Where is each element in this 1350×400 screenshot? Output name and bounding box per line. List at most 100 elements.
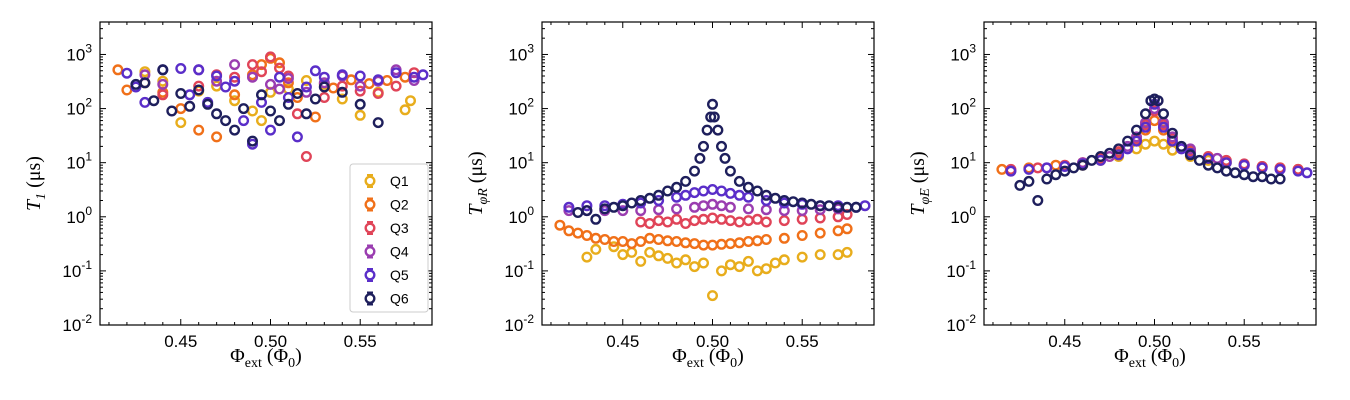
data-point-Q1 xyxy=(698,257,710,269)
data-point-Q6 xyxy=(1211,162,1223,174)
data-point-Q1 xyxy=(796,251,808,263)
series-Q6 xyxy=(130,64,384,147)
data-point-Q6 xyxy=(1032,194,1044,206)
data-point-Q6 xyxy=(318,81,330,93)
data-point-Q3 xyxy=(707,212,719,224)
data-point-Q1 xyxy=(1157,138,1169,150)
data-point-Q5 xyxy=(220,81,232,93)
data-point-Q6 xyxy=(309,93,321,105)
data-point-Q2 xyxy=(345,74,357,86)
data-point-Q2 xyxy=(716,238,728,250)
data-point-Q6 xyxy=(680,175,692,187)
data-point-Q1 xyxy=(707,290,719,302)
data-point-Q1 xyxy=(671,257,683,269)
data-point-Q6 xyxy=(1274,173,1286,185)
data-point-Q3 xyxy=(680,217,692,229)
data-point-Q6 xyxy=(1193,154,1205,166)
data-point-Q2 xyxy=(742,235,754,247)
data-point-Q1 xyxy=(841,246,853,258)
data-point-Q1 xyxy=(617,249,629,261)
data-point-Q2 xyxy=(590,232,602,244)
data-point-Q1 xyxy=(680,254,692,266)
legend-item-Q3: Q3 xyxy=(364,220,409,236)
data-point-Q1 xyxy=(733,261,745,273)
data-point-Q3 xyxy=(372,87,384,99)
data-point-Q6 xyxy=(644,192,656,204)
data-point-Q2 xyxy=(1050,159,1062,171)
data-point-Q3 xyxy=(354,85,366,97)
data-point-Q5 xyxy=(417,69,429,81)
data-point-Q1 xyxy=(246,105,258,117)
data-point-Q2 xyxy=(309,111,321,123)
legend-box xyxy=(349,163,429,313)
data-point-Q6 xyxy=(1256,171,1268,183)
data-point-Q3 xyxy=(751,213,763,225)
data-point-Q5 xyxy=(671,191,683,203)
data-point-Q2 xyxy=(327,82,339,94)
data-point-Q2 xyxy=(626,238,638,250)
data-point-Q6 xyxy=(238,103,250,115)
data-point-Q2 xyxy=(996,163,1008,175)
data-point-Q3 xyxy=(841,208,853,220)
data-point-Q6 xyxy=(1130,124,1142,136)
data-point-Q2 xyxy=(581,229,593,241)
data-point-Q2 xyxy=(399,71,411,83)
data-point-Q6 xyxy=(229,124,241,136)
legend-item-Q4: Q4 xyxy=(364,244,409,260)
data-point-Q6 xyxy=(724,165,736,177)
legend-label: Q4 xyxy=(390,244,409,260)
x-tick-label: 0.55 xyxy=(1228,332,1261,351)
data-point-Q5 xyxy=(121,67,133,79)
data-point-Q4 xyxy=(274,83,286,95)
data-point-Q5 xyxy=(336,69,348,81)
y-tick-label: 100 xyxy=(950,204,976,227)
data-point-Q4 xyxy=(724,201,736,213)
data-point-Q2 xyxy=(211,131,223,143)
legend-marker xyxy=(364,293,376,305)
series-Q2 xyxy=(554,219,853,251)
y-tick-label: 100 xyxy=(66,204,92,227)
data-point-Q3 xyxy=(778,215,790,227)
data-point-Q2 xyxy=(644,232,656,244)
plot-frame xyxy=(541,21,875,326)
data-point-Q5 xyxy=(372,74,384,86)
data-point-Q1 xyxy=(760,263,772,275)
data-point-Q1 xyxy=(399,104,411,116)
data-point-Q2 xyxy=(282,77,294,89)
data-point-Q6 xyxy=(719,152,731,164)
data-point-Q3 xyxy=(1032,162,1044,174)
data-point-Q2 xyxy=(112,64,124,76)
data-point-Q5 xyxy=(390,67,402,79)
data-point-Q5 xyxy=(716,185,728,197)
chart-panel-2: 10-2 10-1 100 101 102 103 0.45 0.50 0.55 Φext (Φ0… xyxy=(465,21,875,371)
data-point-Q6 xyxy=(1104,147,1116,159)
y-tick-label: 10-2 xyxy=(62,312,92,335)
data-point-Q1 xyxy=(689,261,701,273)
data-point-Q2 xyxy=(680,237,692,249)
data-point-Q2 xyxy=(121,84,133,96)
data-point-Q4 xyxy=(698,200,710,212)
y-tick-label: 103 xyxy=(66,41,92,64)
data-point-Q3 xyxy=(265,51,277,63)
data-point-Q5 xyxy=(724,187,736,199)
legend-marker xyxy=(364,198,376,210)
data-point-Q2 xyxy=(1148,115,1160,127)
data-point-Q4 xyxy=(229,59,241,71)
data-point-Q6 xyxy=(590,213,602,225)
y-tick-label: 101 xyxy=(950,150,976,173)
y-tick-label: 101 xyxy=(508,150,534,173)
data-point-Q5 xyxy=(859,200,871,212)
data-point-Q5 xyxy=(1041,162,1053,174)
data-point-Q5 xyxy=(282,91,294,103)
y-tick-label: 102 xyxy=(508,96,534,119)
data-point-Q2 xyxy=(751,235,763,247)
data-point-Q6 xyxy=(850,201,862,213)
x-tick-label: 0.50 xyxy=(696,332,729,351)
data-point-Q6 xyxy=(175,87,187,99)
plot-frame xyxy=(983,21,1317,326)
data-point-Q6 xyxy=(689,165,701,177)
data-point-Q6 xyxy=(336,86,348,98)
data-point-Q5 xyxy=(1023,163,1035,175)
data-point-Q3 xyxy=(671,213,683,225)
data-point-Q4 xyxy=(211,75,223,87)
